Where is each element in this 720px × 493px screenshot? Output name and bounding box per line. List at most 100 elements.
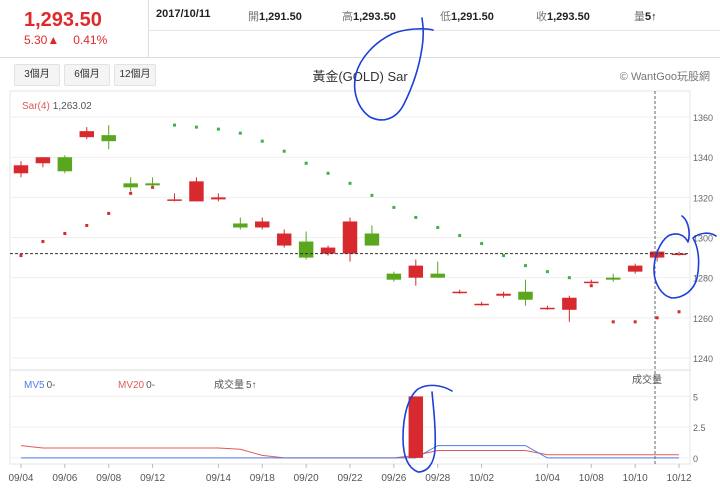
sar-point [194, 125, 198, 129]
sar-point [304, 161, 308, 165]
candle-body [255, 221, 270, 228]
range-6m-button[interactable]: 6個月 [64, 64, 110, 86]
sar-point [216, 127, 220, 131]
candle-body [211, 197, 226, 200]
stat-close: 收1,293.50 [536, 11, 590, 23]
sar-point [348, 181, 352, 185]
candle-body [123, 183, 138, 188]
y-tick-labels: 1240 1260 1280 1300 1320 1340 1360 0 2.5 5 [693, 113, 713, 464]
sar-point [523, 264, 527, 268]
volume-tick-label: 2.5 [693, 423, 706, 433]
sar-point [107, 211, 111, 215]
candle-body [57, 157, 73, 172]
sar-point [173, 123, 177, 127]
range-3m-button[interactable]: 3個月 [14, 64, 60, 86]
candle-body [79, 131, 95, 138]
x-tick-label: 09/14 [206, 473, 231, 484]
candle-body [35, 157, 51, 164]
stat-high: 高1,293.50 [342, 11, 396, 23]
sar-point [41, 240, 45, 244]
range-12m-button[interactable]: 12個月 [114, 64, 156, 86]
candle-body [605, 277, 621, 280]
candle-body [671, 253, 687, 256]
sar-point [611, 320, 615, 324]
candle-body [386, 273, 402, 280]
candle-body [474, 303, 489, 306]
price-change: 5.30▲ 0.41% [24, 33, 107, 47]
y-tick-label: 1280 [693, 274, 713, 284]
volume-tick-label: 0 [693, 454, 698, 464]
candle-body [342, 221, 358, 254]
candle-body [627, 265, 643, 272]
mv5-legend: MV5 0- [24, 380, 55, 391]
stat-volume: 量5↑ [634, 11, 657, 23]
candle-body [540, 307, 555, 310]
candle-body [562, 297, 577, 310]
x-tick-label: 10/12 [667, 473, 692, 484]
sar-point [502, 254, 506, 258]
candle-body [13, 165, 29, 174]
candle-body [518, 291, 533, 300]
candle-body [430, 273, 445, 278]
mv5-line [21, 445, 679, 459]
price-box: 1,293.50 5.30▲ 0.41% [0, 0, 149, 57]
candle-body [496, 293, 511, 296]
x-tick-label: 10/08 [579, 473, 604, 484]
x-tick-label: 10/04 [535, 473, 560, 484]
x-tick-label: 10/02 [469, 473, 494, 484]
quote-header: 1,293.50 5.30▲ 0.41% 2017/10/11 開1,291.50… [0, 0, 720, 58]
sar-point [19, 254, 23, 258]
candle-body [167, 199, 182, 201]
sar-legend: Sar(4) 1,263.02 [22, 101, 92, 112]
stat-date: 2017/10/11 [156, 8, 211, 20]
stat-low: 低1,291.50 [440, 11, 494, 23]
candle-body [233, 223, 248, 228]
sar-point [129, 191, 133, 195]
chart-credit: © WantGoo玩股網 [619, 71, 710, 83]
candle-body [189, 181, 204, 202]
y-tick-label: 1260 [693, 314, 713, 324]
candle-series [13, 125, 687, 322]
sar-point [567, 276, 571, 280]
volume-tick-label: 5 [693, 392, 698, 402]
candle-body [408, 265, 424, 278]
candle-body [101, 135, 116, 142]
y-tick-label: 1340 [693, 153, 713, 163]
volume-panel [20, 396, 679, 459]
sar-point [326, 171, 330, 175]
x-tick-label: 10/10 [623, 473, 648, 484]
sar-point [238, 131, 242, 135]
x-tick-label: 09/08 [96, 473, 121, 484]
mv20-line [20, 445, 679, 459]
sar-series [19, 123, 681, 324]
sar-point [282, 149, 286, 153]
y-tick-label: 1320 [693, 193, 713, 203]
y-tick-label: 1300 [693, 234, 713, 244]
sar-point [63, 232, 67, 236]
ohlc-stats: 2017/10/11 開1,291.50 高1,293.50 低1,291.50… [148, 0, 720, 31]
volume-legend: 成交量 5↑ [214, 378, 257, 391]
x-tick-label: 09/04 [8, 473, 33, 484]
x-tick-label: 09/22 [337, 473, 362, 484]
grid [10, 116, 690, 459]
sar-point [85, 223, 89, 227]
sar-point [633, 320, 637, 324]
sar-point [545, 270, 549, 274]
sar-point [436, 225, 440, 229]
y-tick-label: 1360 [693, 113, 713, 123]
sar-point [370, 193, 374, 197]
sar-point [414, 215, 418, 219]
x-tick-labels: 09/04 09/06 09/08 09/12 09/14 09/18 09/20 09/22… [8, 464, 692, 484]
x-tick-label: 09/12 [140, 473, 165, 484]
sar-point [480, 242, 484, 246]
chart-title: 黃金(GOLD) Sar [312, 69, 408, 84]
x-tick-label: 09/28 [425, 473, 450, 484]
stat-open: 開1,291.50 [248, 11, 302, 23]
crosshair-volume-label: 成交量 [632, 373, 662, 386]
change-value: 5.30▲ [24, 33, 60, 47]
y-tick-label: 1240 [693, 354, 713, 364]
x-tick-label: 09/26 [381, 473, 406, 484]
candle-body [320, 247, 336, 254]
sar-point [677, 310, 681, 314]
